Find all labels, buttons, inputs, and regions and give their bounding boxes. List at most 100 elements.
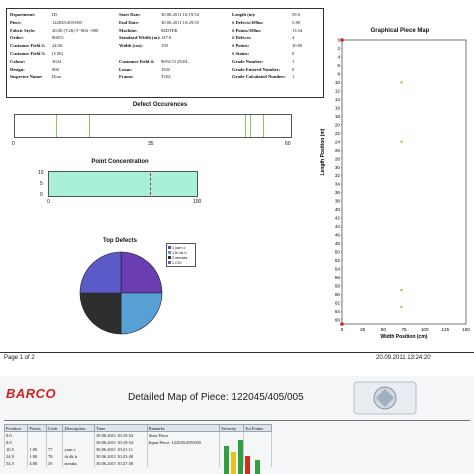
info-row: Customer Field 2: 24/26 [10, 43, 120, 51]
info-key: Inspector Name: [10, 74, 43, 80]
barco-logo: BARCO [6, 386, 57, 401]
legend-swatch [168, 261, 171, 264]
info-key: # Defects/100m: [232, 19, 264, 25]
detail-cell: yarn c [62, 446, 95, 453]
defect-point [400, 81, 403, 84]
info-key: # Stains: [232, 50, 249, 56]
detail-cell: Input Piece: 122045/405/005 [146, 439, 221, 446]
detail-cell: 4.00 [27, 460, 48, 467]
info-column-1: Department: ID Piece: 122045/405/005 Fabric … [10, 12, 120, 82]
info-row: Standard Width (m): 147.0 [119, 35, 229, 43]
page-number: Page 1 of 2 [4, 355, 35, 361]
detail-header-rule [4, 420, 470, 421]
pie-slice [79, 292, 122, 335]
map-ytick: 20 [335, 122, 341, 127]
info-value: 30.06.2011 10:29:55 [161, 19, 199, 25]
map-ytick: 50 [335, 250, 341, 255]
detail-cell: 24.9 [3, 453, 29, 460]
legend-item: 2 streaks [168, 255, 194, 260]
occ-tick-60: 60 [285, 141, 291, 147]
severity-bars [224, 440, 260, 474]
info-row: Customer Field 3: (V26) [10, 51, 120, 59]
map-xtick: 125 [441, 327, 449, 332]
pc-xtick-0: 0 [47, 199, 50, 205]
map-ytick: 60 [335, 292, 341, 297]
detail-cell [242, 446, 273, 453]
info-row: Inspector Name: Dora [10, 74, 120, 82]
detail-cell [242, 431, 273, 439]
pie-slice [120, 251, 163, 294]
map-xtick: 25 [360, 327, 366, 332]
map-ytick: 64 [335, 309, 341, 314]
map-ytick: 36 [335, 190, 341, 195]
info-key: Fabric Style: [10, 27, 36, 33]
info-key: Standard Width (m): [119, 35, 161, 41]
info-row: Piece: 122045/405/005 [10, 20, 120, 28]
info-row: Length (m): 59.0 [232, 12, 324, 20]
info-key: End Date: [119, 19, 140, 25]
info-key: Grade Number: [232, 58, 264, 64]
info-row: Start Date: 30.06.2011 10:19:54 [119, 12, 229, 20]
occurrence-mark [249, 115, 251, 137]
info-value: 5.80 [292, 19, 301, 25]
map-ytick: 42 [335, 216, 341, 221]
info-key: Colour: [10, 58, 26, 64]
legend-swatch [168, 246, 171, 249]
info-key: Design: [10, 66, 25, 72]
legend-item: 1 CSI [168, 260, 194, 265]
map-xtick: 150 [462, 327, 470, 332]
info-value: 96%CO 2%EL [161, 58, 189, 64]
detail-row: 0.0 30.06.2011 10:19:54 Input Piece: 12204… [3, 439, 273, 446]
map-ytick: 46 [335, 233, 341, 238]
info-row: # Defects/100m: 5.80 [232, 20, 324, 28]
info-value: 0 [292, 50, 295, 56]
detail-row: 10.5 1.00 77 yarn c 30.06.2011 10:21:11 [3, 446, 273, 453]
map-ytick: 14 [335, 97, 341, 102]
map-ytick: 66 [335, 317, 341, 322]
map-ytick: 32 [335, 173, 341, 178]
map-xtick: 0 [341, 327, 344, 332]
map-ytick: 40 [335, 207, 341, 212]
legend-swatch [168, 251, 171, 254]
report-timestamp: 20.09.2011 13:24:20 [376, 355, 431, 361]
info-value: 3024 [52, 58, 62, 64]
concentration-marker [150, 173, 151, 195]
pc-ytick-0: 0 [40, 192, 43, 198]
pie-slice [79, 251, 122, 294]
occurrence-mark [245, 115, 246, 137]
info-key: Department: [10, 12, 36, 17]
info-value: 59.0 [292, 12, 301, 17]
map-ytick: 4 [337, 55, 340, 60]
top-defects-pie [79, 251, 163, 335]
legend-label: 1 yarn c [172, 245, 186, 250]
info-column-3: Length (m): 59.0 # Defects/100m: 5.80 # Poin… [232, 12, 324, 82]
map-ytick: 10 [335, 80, 341, 85]
detail-cell: 30.06.2011 10:19:54 [93, 431, 148, 439]
detail-cell: 0.0 [3, 431, 29, 439]
map-ytick: 52 [335, 258, 341, 263]
info-value: 122045/405/005 [52, 19, 83, 25]
detail-cell: 54.5 [3, 460, 29, 467]
detail-header-cell: Severity [219, 424, 244, 432]
detail-map-title: Detailed Map of Piece: 122045/405/005 [128, 392, 304, 403]
map-ytick: 18 [335, 114, 341, 119]
map-ytick: 16 [335, 105, 341, 110]
info-row: Grade Number: 1 [232, 59, 324, 67]
map-ytick: 8 [337, 72, 340, 77]
detail-cell: 78 [46, 453, 64, 460]
detail-cell: 1.00 [27, 446, 48, 453]
info-value: 4 [292, 35, 295, 41]
info-value: 10.00 [292, 43, 303, 49]
info-row: Frame: T102 [119, 74, 229, 82]
occ-tick-0: 0 [12, 141, 15, 147]
occurrence-mark [88, 115, 90, 137]
map-ytick: 54 [335, 266, 341, 271]
pc-ytick-10: 10 [38, 170, 44, 176]
info-row: Fabric Style: 20/20 (V26) T~004 ~000 [10, 28, 120, 36]
piece-boundary-mark [340, 38, 344, 42]
info-key: Customer Field 3: [10, 50, 46, 56]
info-key: Customer Field 4: [119, 58, 155, 64]
detail-cell: 30.06.2011 10:27:58 [93, 460, 148, 467]
info-row: Loom: 1925 [119, 67, 229, 75]
